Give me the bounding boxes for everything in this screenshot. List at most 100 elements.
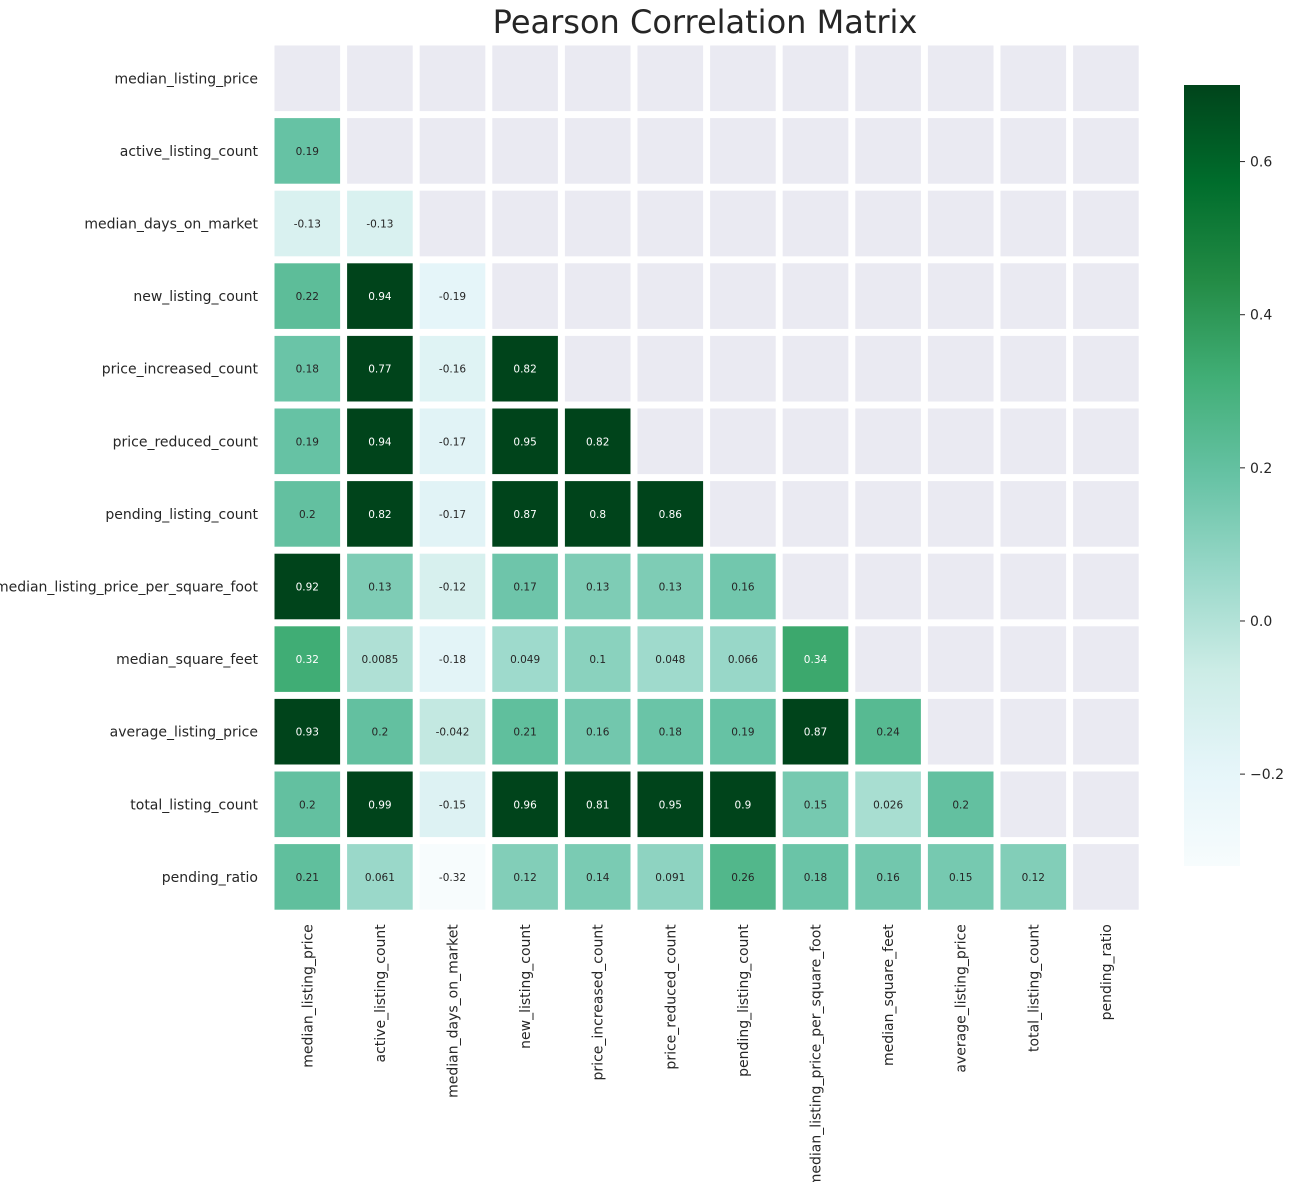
cell-value-label: 0.9	[735, 799, 752, 811]
masked-cell	[492, 190, 558, 257]
heatmap-cell	[492, 626, 558, 692]
cell-value-label: 0.94	[368, 436, 392, 448]
x-tick-label: total_listing_count	[1026, 924, 1042, 1052]
heatmap-cell	[274, 698, 341, 765]
colorbar-tick-label: 0.4	[1250, 308, 1272, 324]
cell-value-label: 0.82	[368, 509, 391, 521]
heatmap-cell	[419, 408, 486, 475]
masked-cell	[274, 45, 341, 112]
masked-cell	[782, 263, 849, 329]
masked-cell	[1000, 263, 1067, 329]
masked-cell	[637, 45, 704, 112]
x-tick-label: pending_ratio	[1099, 924, 1115, 1020]
masked-cell	[855, 45, 921, 112]
heatmap-cell	[347, 263, 413, 329]
heatmap-cell	[274, 626, 341, 692]
cell-value-label: 0.13	[586, 582, 609, 594]
cell-value-label: 0.87	[513, 509, 536, 521]
heatmap-cell	[419, 481, 486, 547]
cell-value-label: 0.32	[296, 654, 319, 666]
masked-cell	[782, 45, 849, 112]
heatmap-cell	[419, 844, 486, 910]
masked-cell	[927, 408, 994, 475]
masked-cell	[855, 335, 921, 402]
x-tick-label: pending_listing_count	[736, 924, 752, 1077]
cell-value-label: 0.17	[513, 582, 536, 594]
cell-value-label: -0.12	[439, 582, 466, 594]
cell-value-label: 0.95	[513, 436, 536, 448]
masked-cell	[1000, 118, 1067, 184]
heatmap-cell	[419, 553, 486, 620]
masked-cell	[492, 118, 558, 184]
masked-cell	[927, 335, 994, 402]
cell-value-label: 0.16	[586, 727, 610, 739]
heatmap-cell	[419, 771, 486, 838]
heatmap-cell	[347, 481, 413, 547]
cell-value-label: 0.19	[296, 146, 319, 158]
heatmap-cell	[274, 481, 341, 547]
heatmap-cell	[492, 408, 558, 475]
heatmap-cell	[347, 553, 413, 620]
masked-cell	[927, 190, 994, 257]
heatmap-cell	[710, 844, 776, 910]
cell-value-label: 0.16	[876, 872, 900, 884]
masked-cell	[782, 118, 849, 184]
masked-cell	[1000, 335, 1067, 402]
cell-value-label: 0.13	[659, 582, 682, 594]
masked-cell	[637, 335, 704, 402]
x-tick-label: median_days_on_market	[446, 924, 462, 1098]
cell-value-label: 0.94	[368, 291, 392, 303]
cell-value-label: 0.26	[731, 872, 755, 884]
masked-cell	[1073, 190, 1139, 257]
y-tick-label: price_reduced_count	[113, 434, 259, 450]
masked-cell	[1073, 771, 1139, 838]
heatmap-cell	[274, 844, 341, 910]
masked-cell	[782, 408, 849, 475]
cell-value-label: 0.77	[368, 364, 391, 376]
heatmap-cell	[564, 771, 631, 838]
heatmap-cell	[637, 553, 704, 620]
cell-value-label: 0.026	[873, 799, 903, 811]
heatmap-cell	[347, 408, 413, 475]
heatmap-cell	[1000, 844, 1067, 910]
cell-value-label: 0.049	[510, 654, 540, 666]
cell-value-label: -0.15	[439, 799, 466, 811]
cell-value-label: 0.091	[655, 872, 685, 884]
colorbar-tick-label: −0.2	[1250, 767, 1284, 783]
heatmap-cell	[274, 408, 341, 475]
cell-value-label: -0.13	[366, 219, 393, 231]
masked-cell	[855, 626, 921, 692]
colorbar-gradient	[1184, 85, 1240, 866]
masked-cell	[710, 263, 776, 329]
x-tick-label: median_listing_price	[300, 924, 316, 1068]
masked-cell	[782, 553, 849, 620]
heatmap-cell	[564, 408, 631, 475]
heatmap-cell	[710, 771, 776, 838]
cell-value-label: 0.82	[586, 436, 609, 448]
cell-value-label: 0.82	[513, 364, 536, 376]
cell-value-label: 0.93	[296, 727, 319, 739]
masked-cell	[1073, 626, 1139, 692]
masked-cell	[347, 45, 413, 112]
masked-cell	[1000, 553, 1067, 620]
heatmap-cell	[637, 771, 704, 838]
cell-value-label: 0.19	[731, 727, 754, 739]
cell-value-label: 0.0085	[362, 654, 399, 666]
masked-cell	[855, 263, 921, 329]
masked-cell	[1073, 481, 1139, 547]
colorbar: 0.6 0.4 0.2 0.0 −0.2	[1184, 85, 1284, 866]
masked-cell	[419, 45, 486, 112]
y-tick-label: new_listing_count	[133, 289, 258, 305]
masked-cell	[1073, 118, 1139, 184]
heatmap-cell	[855, 844, 921, 910]
heatmap-cell	[782, 771, 849, 838]
cell-value-label: 0.15	[804, 799, 827, 811]
cell-value-label: -0.16	[439, 364, 466, 376]
heatmap-cell	[347, 335, 413, 402]
x-tick-label: median_listing_price_per_square_foot	[809, 924, 825, 1182]
heatmap-cell	[274, 553, 341, 620]
cell-value-label: -0.042	[436, 727, 470, 739]
masked-cell	[710, 118, 776, 184]
masked-cell	[855, 408, 921, 475]
masked-cell	[927, 626, 994, 692]
